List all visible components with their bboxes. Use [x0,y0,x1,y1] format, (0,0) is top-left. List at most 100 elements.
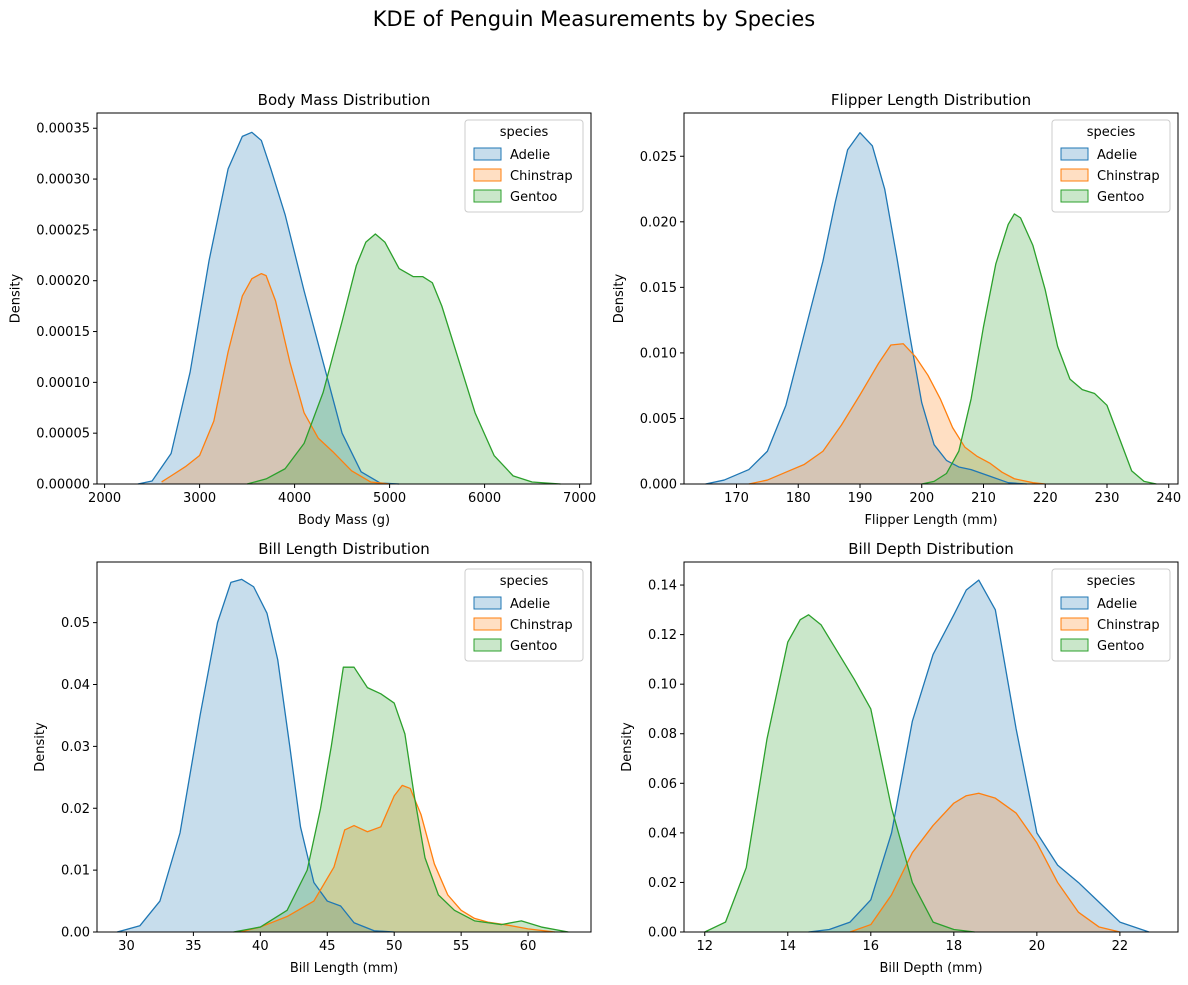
y-tick-label: 0.14 [648,579,677,594]
legend: species Adelie Chinstrap Gentoo [1051,568,1171,662]
kde-area-gentoo [247,233,561,484]
kde-line-chinstrap [849,792,1121,933]
x-tick-label: 4000 [278,491,311,506]
x-tick-label: 170 [724,491,749,506]
y-tick-label: 0.04 [648,826,677,841]
legend-label-gentoo: Gentoo [1097,639,1144,654]
x-tick-label: 40 [252,939,269,954]
y-tick-label: 0.00030 [36,173,90,188]
y-tick-label: 0.00000 [36,478,90,493]
x-tick-label: 22 [1112,939,1129,954]
axes-frame [96,561,592,933]
kde-line-chinstrap [240,784,555,933]
legend-swatch-chinstrap [473,617,502,631]
x-tick-label: 240 [1156,491,1181,506]
kde-area-chinstrap [850,793,1120,932]
kde-area-gentoo [233,667,569,932]
x-tick-label: 190 [848,491,873,506]
kde-line-gentoo [233,666,569,933]
x-tick-label: 180 [786,491,811,506]
y-axis-label: Density [620,722,635,772]
x-tick-label: 5000 [373,491,406,506]
kde-area-adelie [808,580,1149,932]
y-tick-label: 0.03 [61,740,90,755]
legend-frame [464,568,584,662]
x-axis-label: Flipper Length (mm) [864,513,997,528]
subplot-1: 2000 3000 4000 5000 6000 7000 0.00000 0.00005 0.… [9,91,597,528]
x-tick-label: 7000 [563,491,596,506]
legend-swatch-gentoo [1060,189,1089,203]
legend-swatch-adelie [1060,147,1089,161]
kde-line-adelie [137,131,400,485]
legend-swatch-gentoo [473,638,502,652]
kde-line-gentoo [921,213,1157,485]
legend-title: species [1087,125,1136,140]
subplot-title: Bill Length Distribution [258,540,430,558]
legend-title: species [500,125,549,140]
legend-swatch-adelie [1060,596,1089,610]
y-tick-label: 0.00020 [36,274,90,289]
y-tick-label: 0.010 [640,346,677,361]
legend-frame [1051,119,1171,213]
y-tick-label: 0.05 [61,616,90,631]
x-tick-label: 35 [185,939,202,954]
y-axis-label: Density [9,273,24,323]
y-tick-label: 0.04 [61,678,90,693]
kde-line-chinstrap [748,343,1046,485]
y-tick-label: 0.00025 [36,223,90,238]
x-axis-label: Bill Length (mm) [290,961,398,976]
legend: species Adelie Chinstrap Gentoo [1051,119,1171,213]
kde-line-gentoo [246,233,561,485]
y-tick-label: 0.00015 [36,325,90,340]
kde-area-adelie [137,132,400,484]
kde-line-adelie [705,132,1027,485]
x-tick-label: 50 [386,939,403,954]
kde-line-chinstrap [161,272,390,485]
legend-swatch-chinstrap [473,168,502,182]
y-tick-label: 0.02 [648,876,677,891]
y-tick-label: 0.12 [648,628,677,643]
legend-label-gentoo: Gentoo [1097,190,1144,205]
legend-label-chinstrap: Chinstrap [1097,618,1160,633]
axes-frame [683,561,1179,933]
x-tick-label: 2000 [88,491,121,506]
legend-label-chinstrap: Chinstrap [510,169,573,184]
kde-area-chinstrap [748,343,1046,484]
legend-frame [1051,568,1171,662]
legend-title: species [500,574,549,589]
x-tick-label: 3000 [183,491,216,506]
subplot-title: Bill Depth Distribution [848,540,1014,558]
y-tick-label: 0.08 [648,727,677,742]
x-tick-label: 14 [780,939,797,954]
x-tick-label: 6000 [468,491,501,506]
legend-label-gentoo: Gentoo [510,190,557,205]
subplot-2: 170 180 190 200 210 220 230 240 0.000 0.005 0.010 0… [612,91,1181,528]
legend-swatch-chinstrap [1060,617,1089,631]
legend: species Adelie Chinstrap Gentoo [464,568,584,662]
y-tick-label: 0.015 [640,281,677,296]
axes-frame [683,112,1179,485]
x-tick-label: 16 [863,939,880,954]
axes-frame [96,112,592,485]
y-tick-label: 0.000 [640,478,677,493]
subplot-3: 30 35 40 45 50 55 60 0.00 0.01 0.02 0.03 0.04 0.05 Bi… [33,540,592,976]
legend-title: species [1087,574,1136,589]
x-tick-label: 55 [453,939,470,954]
legend-frame [464,119,584,213]
kde-area-gentoo [921,213,1157,484]
x-tick-label: 45 [319,939,336,954]
x-tick-label: 220 [1033,491,1058,506]
y-tick-label: 0.00 [61,926,90,941]
legend-swatch-adelie [473,147,502,161]
x-axis-label: Body Mass (g) [298,513,390,528]
y-tick-label: 0.025 [640,150,677,165]
x-tick-label: 12 [696,939,713,954]
legend-label-adelie: Adelie [1097,148,1137,163]
kde-area-adelie [117,579,395,932]
legend: species Adelie Chinstrap Gentoo [464,119,584,213]
legend-label-adelie: Adelie [1097,597,1137,612]
kde-area-gentoo [704,614,975,932]
legend-label-adelie: Adelie [510,148,550,163]
x-tick-label: 200 [909,491,934,506]
